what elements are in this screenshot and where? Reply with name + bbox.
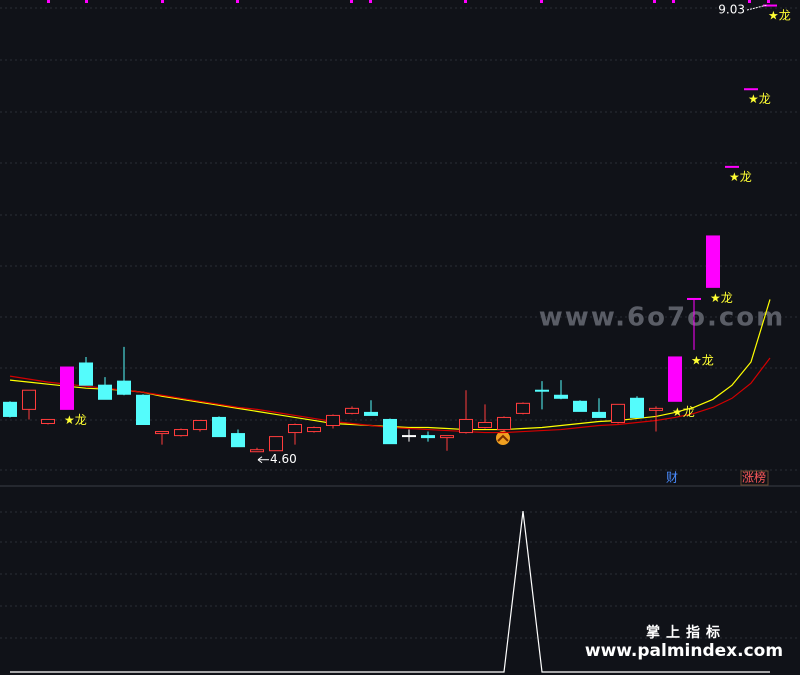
candle-body	[60, 366, 74, 410]
annotation: ★龙	[710, 291, 733, 305]
candle-body	[421, 435, 435, 439]
candle-body	[763, 4, 777, 7]
candle-body	[611, 403, 625, 423]
candle-body	[269, 436, 283, 452]
candle-body	[649, 407, 663, 411]
indicator-line	[10, 511, 770, 673]
high-arrow	[746, 4, 768, 11]
watermark: www.6o7o.com	[539, 303, 785, 333]
candle-body	[383, 418, 397, 445]
tag-box	[740, 470, 769, 486]
candle-body	[687, 297, 701, 300]
watermark: www.palmindex.com	[585, 641, 783, 661]
candle-body	[725, 165, 739, 168]
candle-body	[478, 421, 492, 429]
candle-body	[231, 433, 245, 448]
watermark: 掌上指标	[646, 624, 726, 641]
annotation: ★龙	[64, 413, 87, 427]
candle-body	[535, 389, 549, 392]
candle-body	[554, 394, 568, 399]
annotation: ★龙	[768, 9, 791, 23]
candle-body	[459, 418, 473, 434]
candle-body	[250, 449, 264, 453]
candle-body	[706, 235, 720, 288]
candle-body	[117, 380, 131, 395]
low-label: 4.60	[270, 452, 297, 466]
candle-body	[212, 416, 226, 438]
candle-body	[41, 418, 55, 424]
high-label: 9.03	[718, 3, 745, 17]
candle-body	[668, 356, 682, 402]
tag: 涨榜	[742, 470, 766, 485]
signal-icon	[496, 431, 510, 445]
candle-body	[630, 397, 644, 418]
candle-body	[79, 362, 93, 386]
candle-body	[402, 435, 416, 438]
candle-body	[155, 431, 169, 435]
candle-body	[440, 435, 454, 439]
tag: 财	[666, 471, 678, 485]
annotation: ★龙	[691, 353, 714, 367]
candle-body	[98, 384, 112, 400]
candle-body	[516, 402, 530, 414]
candle-body	[364, 411, 378, 416]
grid	[0, 7, 800, 639]
candle-body	[326, 414, 340, 427]
candle-body	[193, 419, 207, 431]
candle-body	[3, 401, 17, 417]
annotation: ★龙	[672, 405, 695, 419]
candle-body	[288, 424, 302, 434]
candle-body	[22, 389, 36, 410]
low-arrow-head	[257, 456, 263, 464]
annotation: ★龙	[748, 92, 771, 106]
candle-body	[497, 416, 511, 431]
candle-body	[345, 407, 359, 414]
candle-body	[744, 88, 758, 91]
candle-body	[592, 411, 606, 418]
candle-body	[573, 400, 587, 412]
signal-dots	[47, 0, 770, 3]
candle-body	[174, 429, 188, 437]
annotation: ★龙	[729, 170, 752, 184]
signal-icon-arrow	[497, 434, 509, 442]
candle-body	[136, 394, 150, 426]
candle-body	[307, 427, 321, 433]
